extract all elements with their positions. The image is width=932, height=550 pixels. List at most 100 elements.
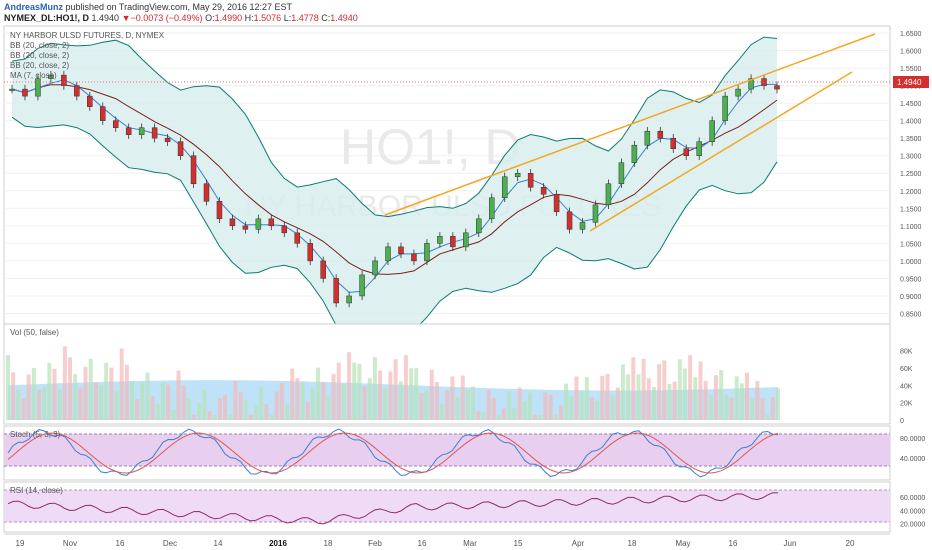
candle-body bbox=[605, 183, 612, 206]
time-tick-label: 15 bbox=[514, 539, 523, 548]
volume-bar bbox=[620, 364, 625, 420]
volume-bar bbox=[760, 398, 765, 420]
volume-bar bbox=[491, 398, 496, 420]
rsi-pane[interactable]: RSI (14, close) 60.0000 40.0000 20.0000 bbox=[3, 481, 925, 533]
price-label-badge bbox=[893, 76, 929, 88]
rsi-line bbox=[7, 492, 779, 525]
time-axis[interactable]: 19 Nov 16 Dec 14 2016 18 Feb 16 Mar 15 Apr 18 May 16 Ju… bbox=[16, 539, 855, 548]
volume-bar bbox=[688, 355, 693, 420]
indicator-label-ma[interactable]: MA (7, close) bbox=[10, 71, 57, 80]
time-tick-label: Feb bbox=[368, 539, 382, 548]
volume-bar bbox=[37, 389, 42, 420]
volume-bar bbox=[708, 394, 713, 420]
candle-body bbox=[476, 218, 482, 234]
volume-bar bbox=[724, 394, 729, 420]
indicator-label-bb3[interactable]: BB (20, close, 2) bbox=[10, 61, 69, 70]
close-value: 1.4940 bbox=[330, 13, 358, 23]
candle-body bbox=[774, 85, 780, 90]
volume-bar bbox=[181, 385, 186, 420]
candle-body bbox=[177, 141, 184, 156]
indicator-label-bb2[interactable]: BB (20, close, 2) bbox=[10, 51, 69, 60]
rsi-tick-label: 60.0000 bbox=[900, 495, 925, 502]
volume-bar bbox=[631, 357, 636, 420]
candle-body bbox=[48, 74, 54, 79]
volume-bar bbox=[460, 375, 465, 420]
candle-body bbox=[514, 172, 521, 178]
time-tick-label: 18 bbox=[628, 539, 637, 548]
volume-bar bbox=[641, 358, 646, 420]
author-name[interactable]: AndreasMunz bbox=[4, 2, 64, 12]
rsi-pane-title[interactable]: RSI (14, close) bbox=[10, 486, 63, 495]
price-tick-label: 1.0000 bbox=[900, 259, 922, 266]
candle-body bbox=[138, 127, 145, 135]
volume-pane-title[interactable]: Vol (50, false) bbox=[10, 328, 59, 337]
time-tick-label: May bbox=[675, 539, 690, 548]
time-tick-label: 14 bbox=[214, 539, 223, 548]
stoch-axis: 80.0000 40.0000 bbox=[900, 436, 925, 463]
volume-tick-label: 80K bbox=[900, 349, 913, 356]
volume-bar bbox=[445, 390, 450, 420]
volume-bar bbox=[682, 368, 687, 420]
rsi-axis: 60.0000 40.0000 20.0000 bbox=[900, 495, 925, 528]
open-label: O: bbox=[205, 13, 215, 23]
price-tick-label: 1.6000 bbox=[900, 49, 922, 56]
watermark-symbol: HO1!, D bbox=[340, 119, 521, 175]
volume-pane[interactable]: Vol (50, false) 80K 60K 40K 20K 0 bbox=[3, 323, 913, 425]
trendline-lower[interactable] bbox=[589, 71, 853, 232]
volume-bar bbox=[362, 386, 367, 420]
volume-bar bbox=[269, 414, 274, 420]
volume-bar bbox=[171, 409, 176, 420]
volume-bar bbox=[135, 399, 140, 420]
volume-bar bbox=[52, 368, 57, 420]
volume-bar bbox=[140, 381, 145, 420]
volume-bar bbox=[254, 405, 259, 420]
volume-bars bbox=[6, 346, 780, 420]
volume-bar bbox=[579, 390, 584, 420]
candle-body bbox=[748, 78, 754, 90]
price-tick-label: 1.1500 bbox=[900, 206, 922, 213]
time-tick-label: Nov bbox=[63, 539, 77, 548]
volume-bar bbox=[553, 414, 558, 420]
volume-bar bbox=[305, 401, 310, 420]
candle-body bbox=[657, 130, 664, 139]
candle-body bbox=[566, 211, 573, 230]
volume-bar bbox=[765, 414, 770, 420]
volume-bar bbox=[719, 370, 724, 420]
volume-bar bbox=[279, 383, 284, 420]
volume-bar bbox=[88, 358, 93, 420]
candle-body bbox=[190, 155, 197, 185]
trendline-upper[interactable] bbox=[384, 33, 876, 216]
candle-body bbox=[424, 243, 430, 262]
candle-body bbox=[87, 95, 93, 107]
stoch-pane[interactable]: Stoch (5, 3, 3) 80.0000 40.0000 bbox=[3, 425, 925, 481]
volume-tick-label: 0 bbox=[900, 418, 904, 425]
volume-bar bbox=[145, 372, 150, 420]
volume-bar bbox=[646, 378, 651, 420]
candle-body bbox=[735, 88, 741, 97]
price-tick-label: 1.4000 bbox=[900, 119, 922, 126]
candle-body bbox=[229, 218, 236, 227]
price-axis[interactable]: 1.65001.60001.55001.50001.45001.40001.35… bbox=[900, 31, 922, 318]
chart-canvas[interactable]: HO1!, D NY HARBOR ULSD FUTURES NY HARBOR… bbox=[0, 24, 932, 550]
indicator-label-bb1[interactable]: BB (20, close, 2) bbox=[10, 41, 69, 50]
rsi-tick-label: 20.0000 bbox=[900, 521, 925, 528]
time-tick-label: Dec bbox=[163, 539, 177, 548]
candle-body bbox=[372, 260, 378, 276]
volume-bar bbox=[481, 411, 486, 420]
volume-bar bbox=[310, 388, 315, 420]
volume-axis: 80K 60K 40K 20K 0 bbox=[900, 349, 913, 425]
volume-bar bbox=[352, 362, 357, 420]
stoch-tick-label: 40.0000 bbox=[900, 456, 925, 463]
volume-bar bbox=[383, 388, 388, 420]
rsi-band bbox=[4, 490, 890, 522]
candle-body bbox=[761, 78, 767, 86]
chart-header: AndreasMunz published on TradingView.com… bbox=[0, 0, 932, 24]
price-tick-label: 1.2000 bbox=[900, 189, 922, 196]
time-tick-label: Apr bbox=[572, 539, 585, 548]
candle-body bbox=[333, 278, 339, 304]
volume-bar bbox=[114, 391, 119, 420]
main-pane[interactable]: HO1!, D NY HARBOR ULSD FUTURES NY HARBOR… bbox=[3, 25, 929, 345]
stoch-pane-title[interactable]: Stoch (5, 3, 3) bbox=[10, 430, 61, 439]
volume-bar bbox=[300, 381, 305, 420]
volume-bar bbox=[290, 368, 295, 420]
